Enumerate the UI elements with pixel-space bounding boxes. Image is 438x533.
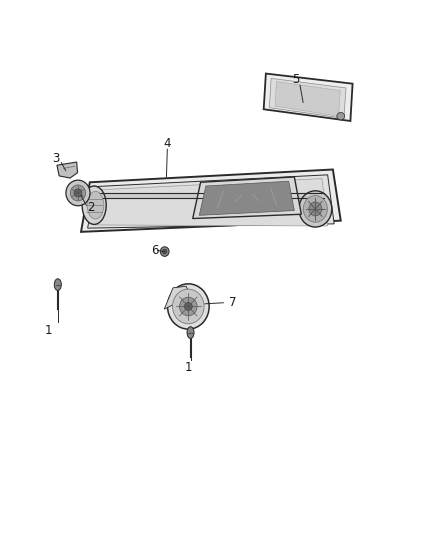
Polygon shape [275,82,340,116]
Polygon shape [57,162,78,178]
Polygon shape [164,286,191,309]
Text: 6: 6 [151,244,159,257]
Polygon shape [199,181,294,215]
Text: 5: 5 [292,74,299,86]
Text: 1: 1 [44,324,52,337]
Polygon shape [94,179,328,226]
Ellipse shape [309,202,322,216]
Polygon shape [264,74,353,121]
Ellipse shape [66,180,90,206]
Text: 4: 4 [163,138,171,150]
Text: 2: 2 [87,201,95,214]
Polygon shape [193,177,301,219]
Ellipse shape [184,302,192,310]
Ellipse shape [180,297,197,316]
Text: 1: 1 [184,361,192,374]
Ellipse shape [173,289,204,324]
Ellipse shape [337,112,345,120]
Ellipse shape [303,196,328,222]
Polygon shape [269,78,346,118]
Ellipse shape [74,189,82,197]
Ellipse shape [70,185,86,201]
Ellipse shape [162,249,167,254]
Polygon shape [81,169,341,232]
Text: 7: 7 [229,296,236,309]
Ellipse shape [54,279,61,290]
Polygon shape [88,175,334,228]
Ellipse shape [299,191,332,227]
Ellipse shape [160,247,169,256]
Text: 3: 3 [53,152,60,165]
Ellipse shape [187,327,194,338]
Ellipse shape [82,186,106,224]
Ellipse shape [167,284,209,329]
Ellipse shape [87,191,104,219]
